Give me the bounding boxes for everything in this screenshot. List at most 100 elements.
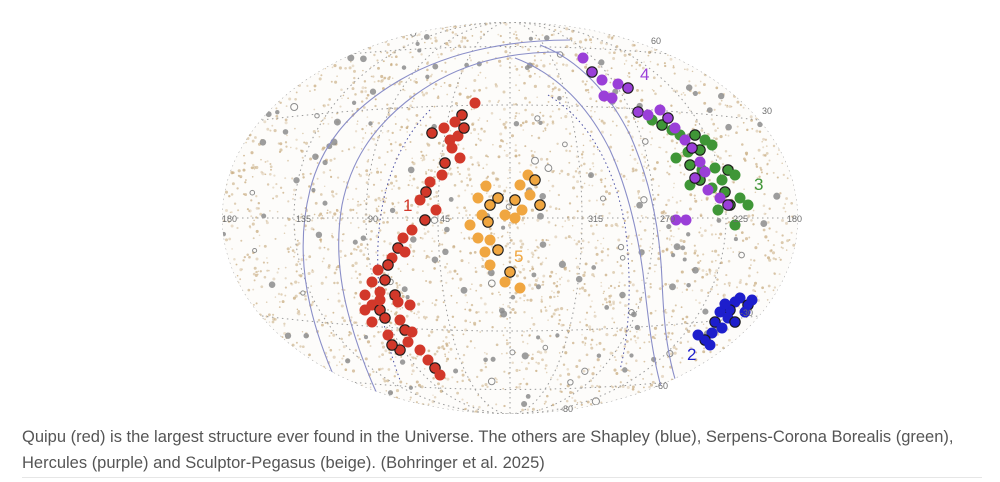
background-dot — [473, 321, 477, 325]
background-dot — [762, 228, 766, 232]
background-dot — [549, 334, 552, 338]
background-dot — [726, 247, 729, 250]
background-dot — [356, 277, 359, 279]
background-dot — [505, 186, 508, 189]
background-dot — [486, 385, 489, 389]
background-dot — [696, 254, 699, 257]
background-dot — [573, 239, 576, 242]
background-dot — [363, 200, 366, 202]
background-dot — [341, 363, 343, 366]
background-dot — [384, 349, 388, 353]
background-dot — [757, 243, 759, 245]
background-dot — [386, 292, 390, 295]
background-dot — [412, 177, 416, 181]
background-dot — [394, 312, 397, 316]
gray-dot — [640, 196, 648, 204]
background-dot — [555, 284, 559, 288]
background-dot — [641, 127, 644, 130]
background-dot — [384, 189, 387, 192]
background-dot — [320, 120, 323, 123]
background-dot — [225, 209, 228, 212]
background-dot — [563, 344, 566, 347]
background-dot — [365, 181, 369, 184]
background-dot — [295, 263, 299, 267]
background-dot — [257, 207, 260, 210]
background-dot — [536, 351, 539, 353]
background-dot — [353, 247, 356, 251]
background-dot — [373, 80, 376, 83]
background-dot — [649, 311, 653, 315]
background-dot — [296, 308, 299, 311]
background-dot — [559, 383, 562, 386]
background-dot — [519, 369, 521, 371]
background-dot — [547, 100, 550, 103]
group-3-point — [716, 174, 728, 186]
background-dot — [319, 193, 323, 196]
group-2-point — [739, 306, 751, 318]
background-dot — [608, 300, 612, 304]
grid-label-lon-180-right: 180 — [787, 214, 802, 224]
group-3-point — [729, 169, 741, 181]
background-dot — [773, 286, 777, 289]
background-dot — [604, 297, 608, 301]
background-dot — [610, 224, 614, 228]
background-dot — [499, 34, 502, 38]
group-1-point — [430, 204, 442, 216]
background-dot — [549, 274, 552, 278]
background-dot — [353, 76, 356, 80]
background-dot — [589, 139, 592, 142]
background-dot — [600, 181, 603, 184]
background-dot — [370, 230, 373, 233]
background-dot — [294, 294, 298, 298]
background-dot — [365, 202, 368, 205]
background-dot — [641, 66, 645, 70]
background-dot — [551, 290, 553, 292]
background-dot — [742, 121, 745, 124]
background-dot — [327, 122, 330, 125]
background-dot — [266, 160, 269, 163]
background-dot — [534, 37, 537, 40]
background-dot — [490, 232, 493, 235]
background-dot — [323, 185, 326, 188]
background-dot — [461, 379, 464, 383]
background-dot — [384, 327, 388, 330]
background-dot — [579, 400, 582, 403]
background-dot — [719, 232, 723, 236]
background-dot — [441, 152, 445, 156]
background-dot — [523, 311, 526, 314]
background-dot — [648, 340, 651, 343]
background-dot — [469, 57, 471, 59]
gray-dot — [680, 245, 686, 251]
gray-dot — [311, 188, 316, 193]
background-dot — [551, 90, 554, 93]
background-dot — [387, 129, 390, 132]
background-dot — [365, 125, 368, 127]
background-dot — [545, 209, 548, 212]
group-1-point — [414, 344, 426, 356]
background-dot — [389, 83, 391, 86]
background-dot — [251, 222, 255, 226]
background-dot — [720, 99, 723, 102]
background-dot — [694, 84, 697, 87]
background-dot — [589, 97, 592, 101]
background-dot — [329, 348, 333, 352]
background-dot — [566, 367, 570, 371]
background-dot — [753, 157, 756, 160]
background-dot — [333, 271, 337, 275]
background-dot — [531, 134, 533, 137]
background-dot — [715, 343, 719, 346]
background-dot — [749, 115, 753, 119]
background-dot — [467, 262, 470, 264]
background-dot — [724, 134, 727, 136]
background-dot — [528, 74, 532, 78]
background-dot — [479, 71, 482, 74]
background-dot — [650, 373, 653, 376]
background-dot — [581, 80, 585, 83]
background-dot — [367, 148, 370, 151]
background-dot — [365, 173, 369, 176]
background-dot — [748, 266, 751, 270]
background-dot — [502, 334, 505, 337]
background-dot — [417, 310, 420, 314]
background-dot — [744, 159, 747, 162]
background-dot — [341, 239, 344, 242]
